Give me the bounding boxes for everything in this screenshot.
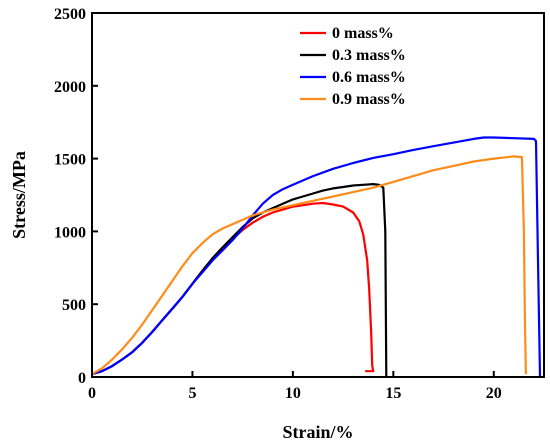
legend-label-1: 0.3 mass% [332, 47, 406, 64]
legend-label-2: 0.6 mass% [332, 69, 406, 86]
series-lines [91, 136, 542, 378]
x-tick-label: 0 [88, 385, 96, 402]
x-tick-label: 15 [385, 385, 401, 402]
y-tick-label: 0 [78, 370, 86, 387]
plot-frame [91, 12, 545, 378]
y-tick-label: 2000 [54, 79, 86, 96]
series-line-2 [91, 136, 542, 378]
x-axis-title: Strain/% [282, 422, 353, 442]
legend-label-3: 0.9 mass% [332, 91, 406, 108]
y-tick-label: 2500 [54, 6, 86, 23]
legend: 0 mass% 0.3 mass% 0.6 mass% 0.9 mass% [300, 25, 406, 108]
x-tick-label: 20 [486, 385, 502, 402]
y-axis-ticks: 0 500 1000 1500 2000 2500 [54, 6, 98, 387]
series-line-0 [91, 201, 375, 376]
y-tick-label: 1000 [54, 224, 86, 241]
series-line-3 [91, 155, 527, 376]
x-axis-ticks: 0 5 10 15 20 [88, 371, 502, 402]
y-tick-label: 500 [62, 297, 86, 314]
x-tick-label: 5 [188, 385, 196, 402]
y-axis-title: Stress/MPa [9, 151, 29, 239]
x-tick-label: 10 [285, 385, 301, 402]
y-tick-label: 1500 [54, 152, 86, 169]
legend-label-0: 0 mass% [332, 25, 394, 42]
